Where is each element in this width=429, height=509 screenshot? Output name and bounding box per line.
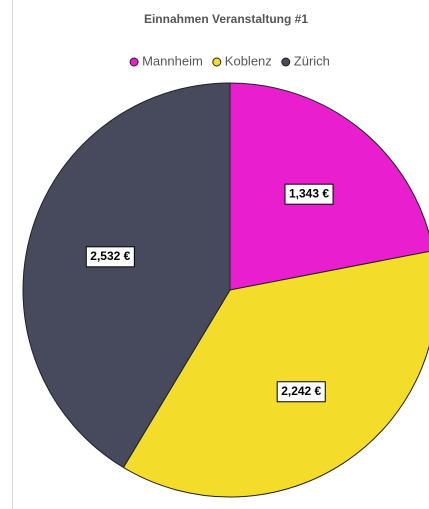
chart-title: Einnahmen Veranstaltung #1: [144, 12, 308, 26]
legend-marker: [281, 57, 291, 67]
legend-label: Koblenz: [225, 53, 272, 68]
pie-slice: [122, 250, 429, 498]
legend: Mannheim Koblenz Zürich: [129, 53, 330, 68]
legend-marker: [212, 57, 222, 67]
legend-label: Mannheim: [142, 53, 203, 68]
data-label: 2,532 €: [90, 249, 130, 263]
data-label-box: [85, 246, 135, 268]
data-label: 1,343 €: [289, 186, 329, 200]
data-label-box: [284, 183, 334, 205]
legend-label: Zürich: [294, 53, 330, 68]
data-label-box: [276, 381, 326, 403]
pie-slice: [22, 82, 231, 469]
legend-marker: [129, 57, 139, 67]
data-label: 2,242 €: [281, 384, 321, 398]
